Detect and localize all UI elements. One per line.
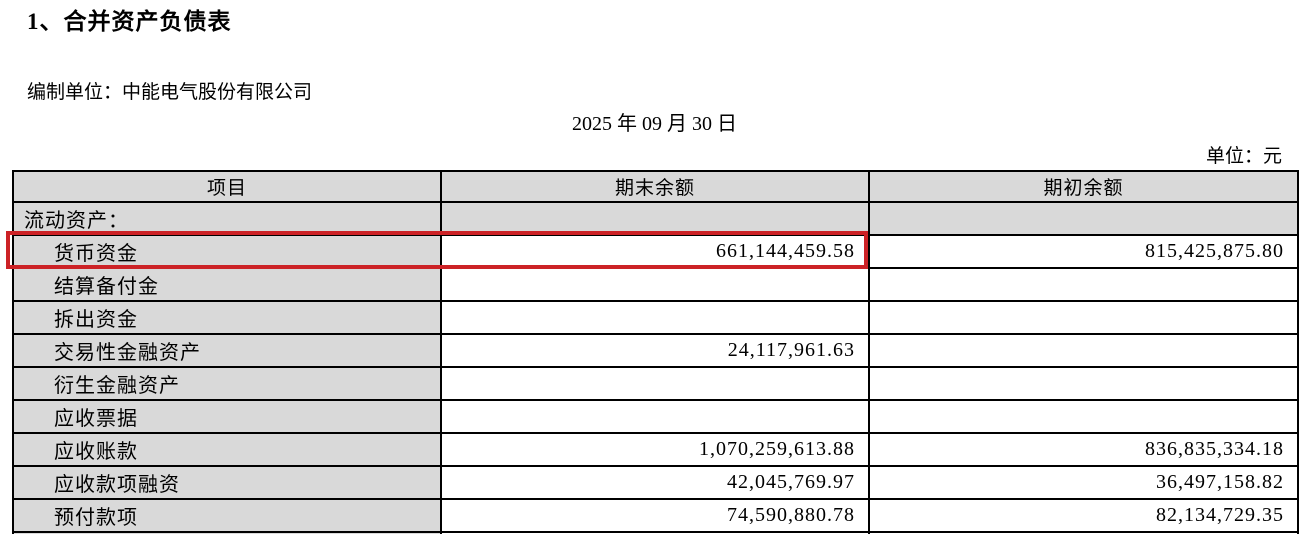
col-header-item: 项目 [12,170,442,203]
table-row-notes-receivable: 应收票据 [12,399,1299,434]
table-row-funds-lent: 拆出资金 [12,300,1299,335]
item-cell: 应收账款 [12,432,442,467]
beginning-balance-cell: 82,134,729.35 [868,498,1299,533]
table-row-derivative-financial-assets: 衍生金融资产 [12,366,1299,401]
item-cell: 结算备付金 [12,267,442,302]
prepared-by-label: 编制单位：中能电气股份有限公司 [27,82,313,103]
header-row: 项目 期末余额 期初余额 [12,170,1299,203]
beginning-balance-cell: 815,425,875.80 [868,234,1299,269]
table-row-current-assets: 流动资产： [12,201,1299,236]
item-cell [12,531,442,534]
table-row-trading-financial-assets: 交易性金融资产 24,117,961.63 [12,333,1299,368]
item-cell: 流动资产： [12,201,442,236]
item-cell: 交易性金融资产 [12,333,442,368]
item-cell: 衍生金融资产 [12,366,442,401]
item-cell: 应收款项融资 [12,465,442,500]
balance-sheet-table-container: 项目 期末余额 期初余额 流动资产： 货币资金 661,144,459.58 8… [6,170,1299,534]
table-row-partial [12,531,1299,534]
col-header-ending-balance: 期末余额 [440,170,870,203]
ending-balance-cell: 42,045,769.97 [440,465,870,500]
ending-balance-cell: 661,144,459.58 [440,234,870,269]
report-date: 2025 年 09 月 30 日 [572,113,737,135]
balance-sheet-table: 项目 期末余额 期初余额 流动资产： 货币资金 661,144,459.58 8… [12,170,1299,534]
ending-balance-cell: 1,070,259,613.88 [440,432,870,467]
item-cell: 预付款项 [12,498,442,533]
ending-balance-cell [440,399,870,434]
table-row-accounts-receivable: 应收账款 1,070,259,613.88 836,835,334.18 [12,432,1299,467]
ending-balance-cell [440,300,870,335]
ending-balance-cell [440,366,870,401]
unit-label: 单位：元 [1205,146,1282,167]
col-header-beginning-balance: 期初余额 [868,170,1299,203]
beginning-balance-cell [868,201,1299,236]
beginning-balance-cell [868,531,1299,534]
ending-balance-cell: 24,117,961.63 [440,333,870,368]
ending-balance-cell [440,531,870,534]
page-title: 1、合并资产负债表 [27,9,232,34]
beginning-balance-cell [868,366,1299,401]
beginning-balance-cell [868,300,1299,335]
table-row-monetary-funds: 货币资金 661,144,459.58 815,425,875.80 [12,234,1299,269]
beginning-balance-cell [868,267,1299,302]
beginning-balance-cell [868,333,1299,368]
table-row-settlement-reserves: 结算备付金 [12,267,1299,302]
beginning-balance-cell: 836,835,334.18 [868,432,1299,467]
beginning-balance-cell: 36,497,158.82 [868,465,1299,500]
ending-balance-cell: 74,590,880.78 [440,498,870,533]
table-row-receivables-financing: 应收款项融资 42,045,769.97 36,497,158.82 [12,465,1299,500]
item-cell: 货币资金 [12,234,442,269]
item-cell: 应收票据 [12,399,442,434]
ending-balance-cell [440,267,870,302]
table-row-prepayments: 预付款项 74,590,880.78 82,134,729.35 [12,498,1299,533]
beginning-balance-cell [868,399,1299,434]
item-cell: 拆出资金 [12,300,442,335]
ending-balance-cell [440,201,870,236]
